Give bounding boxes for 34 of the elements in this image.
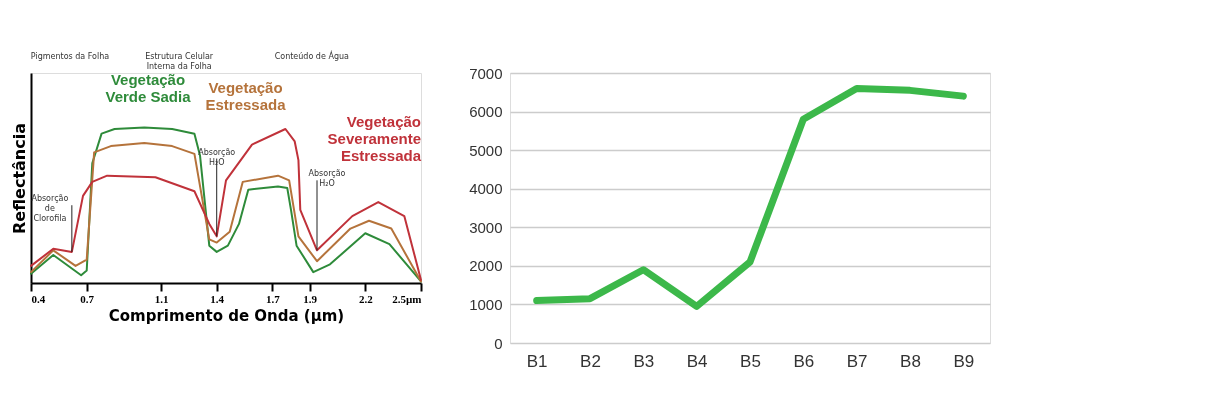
text: Vegetação Estressada [205, 79, 287, 114]
x-tick-label: B7 [846, 351, 868, 371]
y-tick-label: 4000 [469, 180, 503, 198]
y-tick-label: 0 [494, 334, 503, 352]
x-tick-label: B5 [740, 351, 761, 371]
x-tick-label: B3 [633, 351, 655, 371]
y-tick-label: 3000 [469, 218, 503, 236]
text: Pigmentos da Folha [30, 52, 110, 61]
series-label: Vegetação Severamente Estressada [327, 113, 422, 164]
x-tick-label: 1.1 [154, 292, 169, 305]
y-tick-label: 5000 [469, 141, 503, 159]
x-tick-label: B9 [953, 351, 975, 371]
x-tick-label: B4 [686, 351, 708, 371]
y-tick-label: 1000 [469, 295, 503, 313]
x-tick-label: 2.2 [358, 292, 374, 305]
x-axis-title: Comprimento de Onda (µm) [108, 306, 345, 325]
x-tick-label: 1.9 [303, 292, 318, 305]
x-tick-label: B1 [526, 351, 548, 371]
series-label: Vegetação Verde Sadia [105, 71, 192, 105]
x-tick-label: 1.4 [210, 292, 225, 305]
x-tick-label: B6 [793, 351, 815, 371]
y-axis-title: Reflectância [9, 123, 29, 234]
annotation: Absorção H₂O [308, 169, 346, 189]
text: Estrutura Celular Interna da Folha [145, 52, 214, 71]
x-tick-label: B2 [580, 351, 601, 371]
text: Conteúdo de Água [274, 50, 350, 61]
x-tick-label: 0.7 [80, 292, 95, 305]
y-tick-label: 2000 [469, 257, 503, 275]
x-tick-label: 2.5µm [392, 292, 422, 305]
x-tick-label: B8 [900, 351, 921, 371]
y-tick-label: 7000 [469, 64, 503, 82]
x-tick-label: 0.4 [31, 292, 46, 305]
x-tick-label: 1.7 [266, 292, 281, 305]
y-tick-label: 6000 [469, 103, 503, 121]
